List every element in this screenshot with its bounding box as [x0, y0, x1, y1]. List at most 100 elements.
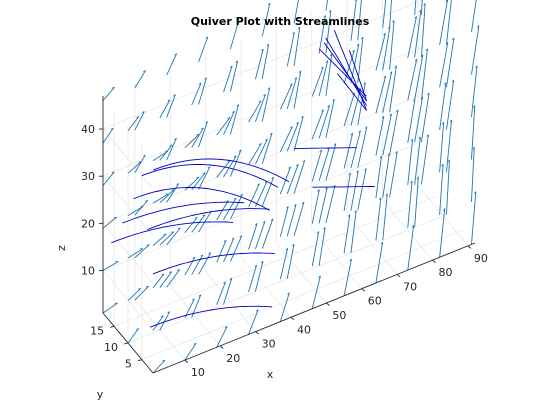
quiver-arrow-head [410, 180, 413, 184]
quiver-arrow [166, 269, 181, 288]
quiver-arrow [102, 87, 115, 102]
quiver-arrow [350, 0, 357, 41]
grid-line-z-side [102, 175, 154, 237]
quiver-arrow-head [444, 82, 447, 85]
z-tick-label: 10 [81, 265, 95, 278]
quiver-arrow [471, 191, 477, 245]
quiver-arrow [223, 237, 235, 263]
quiver-arrow-head [352, 49, 355, 53]
quiver-arrow-head [171, 231, 174, 233]
quiver-arrow [311, 275, 321, 309]
quiver-arrow-head [267, 2, 271, 6]
quiver-arrow [325, 185, 336, 224]
quiver-arrow [318, 227, 326, 266]
x-tick [255, 331, 259, 335]
quiver-arrow-head [349, 258, 352, 262]
quiver-arrow-head [301, 115, 304, 119]
quiver-arrow [446, 0, 452, 45]
z-tick-label: 40 [81, 123, 95, 136]
quiver-arrow [248, 183, 260, 208]
quiver-arrow [248, 223, 258, 250]
quiver-arrow-head [285, 248, 288, 251]
x-tick-label: 80 [439, 266, 453, 279]
quiver-arrow-head [321, 109, 324, 112]
x-tick-label: 30 [262, 338, 276, 351]
quiver-arrow [407, 99, 416, 143]
quiver-arrow [421, 92, 430, 143]
x-tick-label: 40 [297, 323, 311, 336]
quiver-arrow [343, 92, 356, 127]
quiver-arrow [446, 80, 455, 130]
x-axis-label: x [267, 368, 274, 381]
quiver-arrow [350, 130, 361, 169]
quiver-arrow-head [111, 171, 115, 174]
quiver-arrow-head [287, 292, 290, 295]
quiver-arrow [293, 70, 302, 109]
quiver-arrow [159, 189, 175, 204]
quiver-arrow [102, 171, 115, 186]
quiver-arrow [357, 0, 362, 41]
quiver-arrow [311, 231, 320, 267]
quiver-arrow-head [192, 298, 195, 301]
quiver-arrow [414, 0, 417, 16]
quiver-arrow-head [442, 208, 446, 211]
quiver-arrow [198, 121, 208, 148]
quiver-arrow [223, 111, 235, 135]
quiver-arrow-head [474, 191, 477, 194]
z-axis-label: z [55, 245, 68, 251]
streamline [336, 73, 367, 111]
quiver-arrow [229, 149, 242, 177]
quiver-arrow-head [235, 60, 238, 63]
quiver-arrow [279, 292, 290, 322]
chart-title: Quiver Plot with Streamlines [191, 15, 370, 28]
quiver-arrow [159, 311, 171, 331]
streamline [147, 208, 270, 230]
quiver-arrow [152, 273, 165, 289]
quiver-arrow [343, 132, 354, 169]
streamline [348, 50, 368, 102]
quiver-arrow [127, 161, 142, 174]
streamline [323, 42, 367, 102]
quiver-arrow [311, 149, 323, 182]
quiver-arrow [134, 244, 150, 259]
quiver-arrow [216, 281, 226, 305]
quiver-arrow [229, 193, 243, 220]
quiver-arrow [191, 254, 204, 276]
quiver-arrow-head [269, 132, 273, 135]
quiver-arrow [261, 2, 271, 37]
quiver-arrow [389, 65, 397, 113]
quiver-arrow [166, 53, 178, 76]
quiver-arrow [350, 43, 360, 84]
quiver-arrow-head [161, 273, 165, 276]
quiver-arrow-head [143, 70, 146, 72]
y-tick [123, 342, 129, 345]
x-tick [290, 316, 295, 321]
quiver-arrow [382, 193, 388, 241]
quiver-arrow [389, 0, 392, 28]
quiver-arrow-head [472, 146, 475, 150]
quiver-arrow-head [427, 92, 430, 96]
quiver-arrow-head [396, 109, 399, 113]
quiver-arrow-head [162, 359, 166, 362]
quiver-arrow [261, 43, 270, 79]
quiver-arrow [229, 60, 239, 92]
quiver-arrow [152, 193, 169, 204]
quiver-arrow-head [348, 172, 351, 176]
quiver-arrow [293, 27, 301, 67]
quiver-arrow-head [473, 105, 476, 108]
quiver-arrow [216, 117, 231, 136]
quiver-arrow-head [329, 53, 333, 57]
quiver-arrow-head [441, 122, 445, 125]
quiver-arrow-head [236, 19, 240, 22]
quiver-arrow-head [177, 269, 180, 271]
quiver-arrow-head [449, 119, 452, 123]
quiver-arrow-head [381, 115, 385, 119]
quiver-arrow-head [288, 166, 291, 169]
grid-line-z-back [102, 0, 424, 130]
quiver-arrow-head [354, 0, 356, 1]
streamline [133, 187, 270, 211]
quiver-arrow [216, 240, 227, 263]
quiver-arrow [471, 105, 476, 160]
y-tick [110, 325, 115, 328]
quiver-arrow-head [110, 127, 114, 130]
